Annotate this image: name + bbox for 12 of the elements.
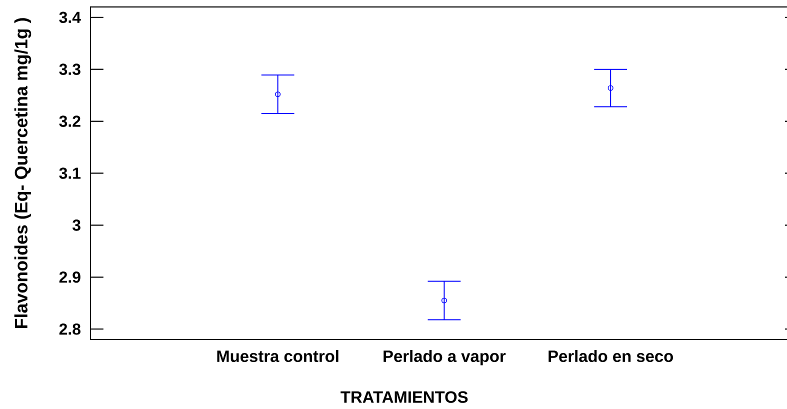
y-tick-label: 3 bbox=[72, 220, 80, 232]
x-tick-label: Muestra control bbox=[217, 350, 338, 362]
y-tick-label: 3.1 bbox=[59, 168, 81, 180]
x-axis-title: TRATAMIENTOS bbox=[340, 391, 468, 404]
y-tick-label: 2.8 bbox=[59, 324, 80, 335]
x-tick-label: Perlado en seco bbox=[548, 350, 673, 362]
y-tick-label: 2.9 bbox=[59, 272, 80, 284]
y-axis-title: Flavonoides (Eq- Quercetina mg/1g ) bbox=[14, 18, 32, 328]
y-tick-label: 3.3 bbox=[59, 64, 80, 76]
y-tick-label: 3.2 bbox=[59, 116, 80, 128]
y-tick-label: 3.4 bbox=[59, 12, 81, 24]
x-tick-label: Perlado a vapor bbox=[384, 350, 506, 366]
